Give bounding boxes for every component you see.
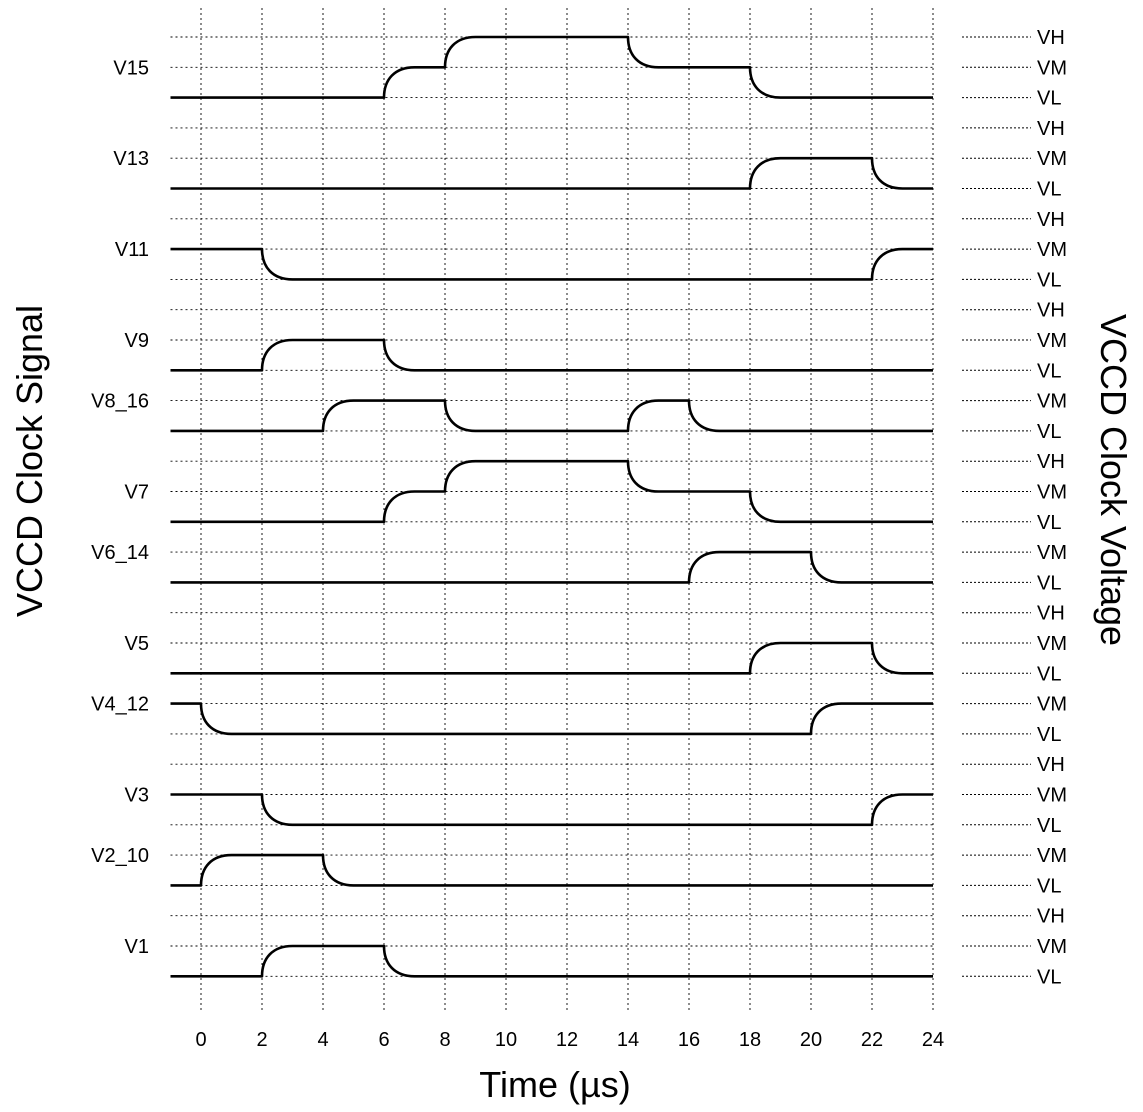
y-axis-title-right: VCCD Clock Voltage (1093, 314, 1134, 646)
voltage-level-label: VM (1037, 239, 1067, 261)
voltage-level-label: VM (1037, 391, 1067, 413)
voltage-level-label: VH (1037, 906, 1065, 928)
waveform-v1 (170, 944, 933, 978)
waveform-v7 (170, 459, 933, 524)
x-tick-label: 18 (739, 1029, 761, 1051)
waveform-v11 (170, 247, 933, 281)
voltage-level-label: VH (1037, 603, 1065, 625)
waveform-v15 (170, 35, 933, 99)
x-tick-label: 2 (256, 1029, 267, 1051)
voltage-level-labels: VH VM VL VH VM VL VH VM VL VH VM VL VM VL VH VM VL VM VL VH… (962, 27, 1067, 988)
voltage-level-label: VH (1037, 451, 1065, 473)
waveform-v9 (170, 338, 933, 372)
signal-name-label: V11 (115, 239, 149, 261)
voltage-level-label: VM (1037, 845, 1067, 867)
voltage-level-label: VL (1037, 421, 1061, 443)
waveform-v4-12 (170, 702, 933, 736)
voltage-level-label: VM (1037, 785, 1067, 807)
voltage-level-label: VM (1037, 482, 1067, 504)
signal-name-label: V7 (125, 482, 149, 504)
voltage-level-label: VL (1037, 179, 1061, 201)
x-tick-label: 10 (495, 1029, 517, 1051)
x-tick-labels: 0 2 4 6 8 10 12 14 16 18 20 22 24 (195, 1029, 944, 1051)
voltage-level-label: VL (1037, 875, 1061, 897)
x-tick-label: 14 (617, 1029, 639, 1051)
signal-name-label: V1 (125, 936, 149, 958)
voltage-level-label: VH (1037, 754, 1065, 776)
signal-name-label: V8_16 (91, 391, 149, 413)
voltage-level-label: VL (1037, 512, 1061, 534)
x-tick-label: 4 (317, 1029, 328, 1051)
x-tick-label: 6 (378, 1029, 389, 1051)
x-tick-label: 16 (678, 1029, 700, 1051)
x-tick-label: 12 (556, 1029, 578, 1051)
voltage-level-label: VM (1037, 148, 1067, 170)
voltage-level-label: VH (1037, 300, 1065, 322)
signal-name-label: V3 (125, 785, 149, 807)
x-tick-label: 20 (800, 1029, 822, 1051)
waveform-v2-10 (170, 853, 933, 887)
voltage-level-label: VL (1037, 966, 1061, 988)
signal-name-label: V5 (125, 633, 149, 655)
voltage-level-label: VL (1037, 815, 1061, 837)
signal-name-label: V2_10 (91, 845, 149, 867)
y-axis-title-left: VCCD Clock Signal (9, 305, 50, 617)
voltage-level-label: VL (1037, 360, 1061, 382)
voltage-level-label: VH (1037, 27, 1065, 49)
voltage-level-label: VL (1037, 269, 1061, 291)
voltage-level-label: VM (1037, 542, 1067, 564)
waveform-v8-16 (170, 399, 933, 433)
voltage-level-label: VL (1037, 724, 1061, 746)
voltage-level-label: VL (1037, 663, 1061, 685)
voltage-level-label: VL (1037, 572, 1061, 594)
voltage-level-label: VL (1037, 88, 1061, 110)
signal-labels: V15 V13 V11 V9 V8_16 V7 V6_14 V5 V4_12 V3 V2_10 V1 (91, 57, 149, 958)
x-axis-title: Time (µs) (479, 1064, 630, 1105)
waveform-v6-14 (170, 550, 933, 584)
waveform-v3 (170, 793, 933, 827)
signal-name-label: V9 (125, 330, 149, 352)
signal-name-label: V15 (113, 57, 149, 79)
voltage-level-label: VH (1037, 118, 1065, 140)
x-tick-label: 24 (922, 1029, 944, 1051)
voltage-level-label: VM (1037, 57, 1067, 79)
waveform-v5 (170, 641, 933, 675)
voltage-level-label: VM (1037, 330, 1067, 352)
x-tick-label: 22 (861, 1029, 883, 1051)
x-tick-label: 8 (439, 1029, 450, 1051)
signal-name-label: V13 (113, 148, 149, 170)
waveform-v13 (170, 156, 933, 190)
waveforms (170, 35, 933, 978)
voltage-level-label: VM (1037, 694, 1067, 716)
voltage-level-label: VM (1037, 936, 1067, 958)
voltage-level-label: VH (1037, 209, 1065, 231)
signal-name-label: V4_12 (91, 694, 149, 716)
voltage-level-label: VM (1037, 633, 1067, 655)
signal-name-label: V6_14 (91, 542, 149, 564)
x-tick-label: 0 (195, 1029, 206, 1051)
